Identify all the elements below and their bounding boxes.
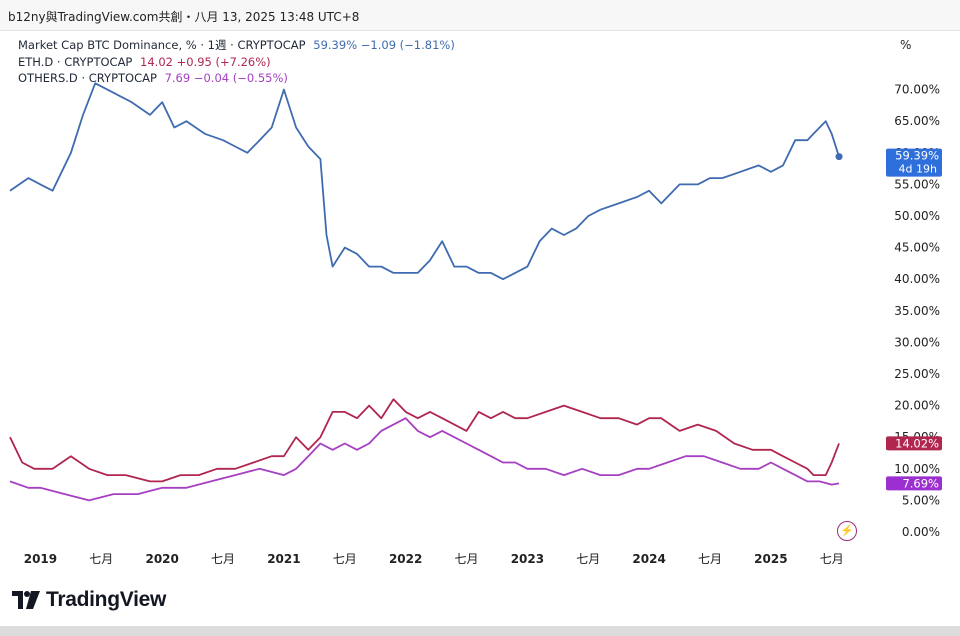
tradingview-logo-icon: [12, 591, 40, 609]
legend-value-btc-dominance: 59.39% −1.09 (−1.81%): [313, 38, 455, 52]
legend-value-eth-dominance: 14.02 +0.95 (+7.26%): [140, 54, 271, 69]
y-tick-label: 10.00%: [894, 462, 940, 476]
tradingview-wordmark: TradingView: [46, 588, 167, 611]
legend-label-btc-dominance: Market Cap BTC Dominance, % · 1週 · CRYPT…: [18, 38, 306, 52]
price-tag-others-label: 7.69%: [902, 476, 939, 490]
series-line-eth: [9, 398, 840, 483]
x-tick-label: 七月: [576, 552, 600, 566]
tradingview-logo[interactable]: TradingView: [12, 588, 166, 612]
y-tick-label: 5.00%: [902, 493, 940, 507]
x-tick-label: 七月: [211, 552, 235, 566]
screenshot-header: b12ny與TradingView.com共創・八月 13, 2025 13:4…: [0, 0, 960, 31]
legend-value-others-dominance: 7.69 −0.04 (−0.55%): [164, 71, 288, 85]
y-tick-label: 55.00%: [894, 177, 940, 191]
price-axis-unit: %: [900, 38, 912, 52]
price-tag-btc-countdown: 4d 19h: [899, 163, 937, 176]
y-tick-label: 0.00%: [902, 525, 940, 539]
price-tag-btc: [886, 148, 942, 177]
btc-last-point-marker: [835, 153, 843, 161]
x-tick-label: 七月: [820, 552, 844, 566]
y-tick-label: 65.00%: [894, 114, 940, 128]
y-tick-label: 40.00%: [894, 272, 940, 286]
legend-row-others-dominance[interactable]: OTHERS.D · CRYPTOCAP 7.69 −0.04 (−0.55%): [18, 70, 455, 87]
x-tick-label: 七月: [455, 552, 479, 566]
price-tag-eth-label: 14.02%: [895, 436, 939, 450]
legend-label-eth-dominance: ETH.D · CRYPTOCAP: [18, 54, 133, 69]
lightning-icon[interactable]: ⚡: [837, 521, 857, 541]
x-tick-label: 2025: [754, 552, 787, 566]
chart-legend: Market Cap BTC Dominance, % · 1週 · CRYPT…: [18, 37, 455, 87]
x-tick-label: 2023: [511, 552, 544, 566]
legend-row-btc-dominance[interactable]: Market Cap BTC Dominance, % · 1週 · CRYPT…: [18, 37, 455, 54]
price-tag-eth: [886, 436, 942, 451]
price-tag-btc-label: 59.39%: [895, 149, 939, 163]
y-tick-label: 50.00%: [894, 209, 940, 223]
x-tick-label: 2024: [632, 552, 665, 566]
y-tick-label: 35.00%: [894, 304, 940, 318]
screenshot-caption: b12ny與TradingView.com共創・八月 13, 2025 13:4…: [8, 10, 360, 24]
series-line-others: [9, 417, 840, 502]
legend-row-eth-dominance[interactable]: ETH.D · CRYPTOCAP 14.02 +0.95 (+7.26%): [18, 54, 455, 71]
x-tick-label: 七月: [698, 552, 722, 566]
price-tag-others: [886, 476, 942, 491]
bottom-strip: [0, 626, 960, 636]
y-tick-label: 70.00%: [894, 83, 940, 97]
y-tick-label: 25.00%: [894, 367, 940, 381]
x-tick-label: 2020: [145, 552, 178, 566]
x-tick-label: 2021: [267, 552, 300, 566]
x-tick-label: 2022: [389, 552, 422, 566]
legend-label-others-dominance: OTHERS.D · CRYPTOCAP: [18, 71, 157, 85]
series-line-btc: [9, 82, 840, 281]
y-tick-label: 20.00%: [894, 399, 940, 413]
y-tick-label: 30.00%: [894, 335, 940, 349]
y-tick-label: 45.00%: [894, 241, 940, 255]
x-tick-label: 七月: [89, 552, 113, 566]
x-tick-label: 七月: [333, 552, 357, 566]
x-tick-label: 2019: [24, 552, 57, 566]
